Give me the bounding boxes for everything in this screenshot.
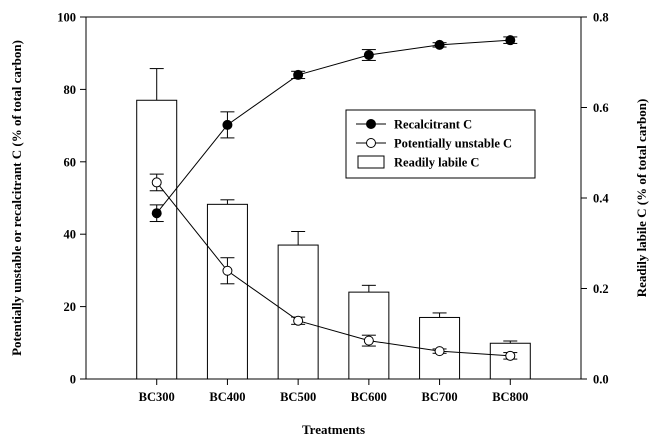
right-tick-label-0.2: 0.2	[593, 282, 609, 296]
x-tick-label-BC800: BC800	[492, 390, 528, 404]
right-tick-label-0.0: 0.0	[593, 373, 609, 387]
point-recalcitrant-BC300	[151, 208, 162, 219]
legend-swatch-labile	[357, 155, 385, 169]
bar-BC800	[489, 342, 531, 380]
bar-error-BC600	[361, 284, 376, 293]
point-recalcitrant-BC400	[222, 119, 233, 130]
right-axis-title: Readily labile C (% of total carbon)	[634, 99, 649, 298]
legend-marker-unstable	[366, 138, 376, 148]
point-recalcitrant-BC500	[293, 69, 304, 80]
points-layer	[151, 35, 516, 361]
legend: Recalcitrant C Potentially unstable C Re…	[345, 109, 536, 179]
left-axis-ticks: 0 20 40 60 80 100	[57, 11, 86, 387]
bar-BC300	[136, 99, 178, 380]
bar-error-BC800	[503, 340, 518, 344]
lines-layer	[156, 39, 511, 357]
plot-area	[136, 35, 531, 380]
legend-marker-recalcitrant	[366, 119, 376, 129]
x-tick-label-BC500: BC500	[280, 390, 316, 404]
x-tick-label-BC400: BC400	[209, 390, 245, 404]
x-axis-title: Treatments	[302, 422, 365, 437]
bar-error-BC400	[220, 199, 235, 205]
bar-BC500	[277, 244, 319, 380]
left-tick-label-40: 40	[64, 228, 77, 242]
legend-label-labile: Readily labile C	[394, 156, 479, 170]
bar-error-bars	[149, 68, 518, 344]
point-recalcitrant-BC800	[505, 35, 516, 46]
left-tick-label-80: 80	[64, 83, 77, 97]
x-tick-label-BC300: BC300	[139, 390, 175, 404]
line-error-bars	[149, 36, 518, 360]
left-tick-label-0: 0	[70, 373, 76, 387]
x-axis-ticks: BC300 BC400 BC500 BC600 BC700 BC800	[139, 379, 528, 404]
point-unstable-BC500	[293, 315, 304, 326]
left-tick-label-20: 20	[64, 300, 77, 314]
bar-error-BC300	[149, 68, 164, 101]
x-tick-label-BC600: BC600	[351, 390, 387, 404]
point-recalcitrant-BC700	[434, 39, 445, 50]
line-recalcitrant	[156, 39, 511, 214]
point-unstable-BC700	[434, 346, 445, 357]
legend-label-unstable: Potentially unstable C	[394, 137, 512, 151]
point-recalcitrant-BC600	[363, 50, 374, 61]
bar-error-BC500	[291, 230, 306, 246]
point-unstable-BC400	[222, 265, 233, 276]
line-unstable	[156, 182, 511, 357]
left-tick-label-60: 60	[64, 155, 77, 169]
right-tick-label-0.6: 0.6	[593, 101, 609, 115]
left-tick-label-100: 100	[57, 11, 76, 25]
bar-BC400	[206, 203, 248, 380]
left-axis-title: Potentially unstable or recalcitrant C (…	[9, 40, 24, 356]
right-axis-ticks: 0.0 0.2 0.4 0.6 0.8	[581, 11, 609, 387]
point-unstable-BC800	[505, 350, 516, 361]
right-tick-label-0.8: 0.8	[593, 11, 609, 25]
x-tick-label-BC700: BC700	[422, 390, 458, 404]
right-tick-label-0.4: 0.4	[593, 192, 609, 206]
bar-error-BC700	[432, 312, 447, 318]
legend-label-recalcitrant: Recalcitrant C	[394, 118, 472, 132]
point-unstable-BC300	[151, 177, 162, 188]
point-unstable-BC600	[363, 335, 374, 346]
